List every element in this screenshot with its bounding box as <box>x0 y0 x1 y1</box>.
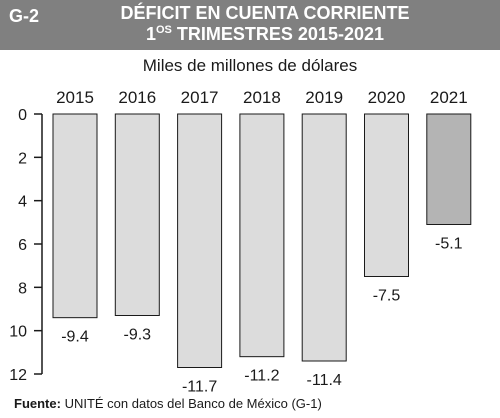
y-tick-label: 12 <box>9 367 27 384</box>
bar <box>177 113 223 368</box>
y-tick-label: 0 <box>18 107 27 124</box>
source-text: UNITÉ con datos del Banco de México (G-1… <box>60 396 322 411</box>
bar <box>364 113 409 277</box>
chart-title: DÉFICIT EN CUENTA CORRIENTE 1OS TRIMESTR… <box>95 3 435 45</box>
category-label: 2017 <box>181 88 219 107</box>
data-label: -7.5 <box>373 288 401 305</box>
source-label: Fuente: <box>14 396 61 411</box>
data-label: -11.2 <box>244 368 279 385</box>
bar <box>52 113 98 319</box>
unit-label: Miles de millones de dólares <box>142 56 358 75</box>
category-label: 2018 <box>243 88 281 107</box>
category-label: 2021 <box>430 88 468 107</box>
category-label: 2016 <box>118 88 156 107</box>
figure-id: G-2 <box>9 6 40 26</box>
data-label: -11.4 <box>307 372 342 389</box>
title-line-1: DÉFICIT EN CUENTA CORRIENTE <box>120 3 410 23</box>
bar <box>301 113 347 362</box>
category-label: 2015 <box>56 88 94 107</box>
title-line-2: 1OS TRIMESTRES 2015-2021 <box>95 24 435 45</box>
y-tick-label: 4 <box>18 194 27 211</box>
data-label: -11.7 <box>182 379 217 396</box>
category-label: 2019 <box>305 88 343 107</box>
bar <box>114 113 160 316</box>
source-note: Fuente: UNITÉ con datos del Banco de Méx… <box>14 396 322 411</box>
y-tick-label: 10 <box>9 324 27 341</box>
y-tick-label: 6 <box>18 237 27 254</box>
title-ordinal: 1 <box>145 24 156 44</box>
bar <box>426 113 472 225</box>
category-label: 2020 <box>368 88 406 107</box>
data-label: -5.1 <box>435 236 463 253</box>
y-tick-label: 8 <box>18 280 27 297</box>
title-ordinal-suffix: OS <box>156 24 172 36</box>
title-banner <box>0 0 500 50</box>
y-tick-label: 2 <box>18 150 27 167</box>
data-label: -9.4 <box>61 329 89 346</box>
data-label: -9.3 <box>124 327 152 344</box>
title-line-2-rest: TRIMESTRES 2015-2021 <box>171 24 384 44</box>
bar <box>239 113 285 358</box>
